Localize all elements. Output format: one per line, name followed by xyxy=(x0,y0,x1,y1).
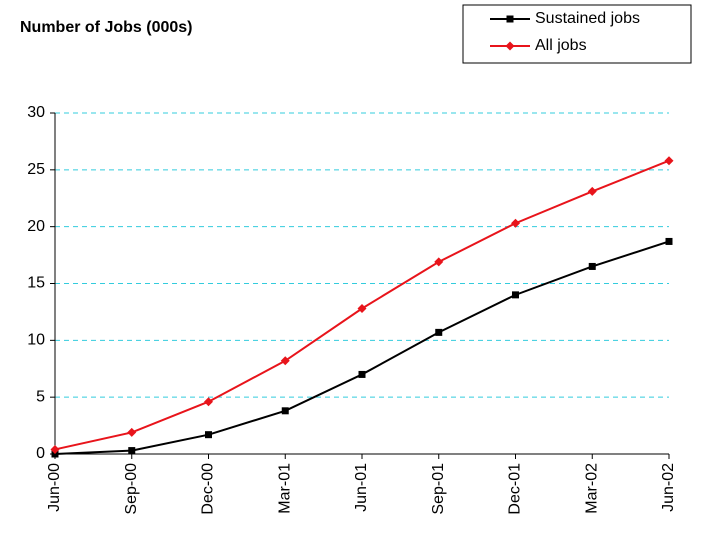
x-tick-label: Sep-01 xyxy=(430,463,447,515)
point-marker xyxy=(127,427,137,437)
point-marker xyxy=(434,257,444,267)
legend-marker xyxy=(505,41,515,51)
point-marker xyxy=(357,304,367,314)
point-marker xyxy=(204,397,213,407)
x-tick-label: Mar-01 xyxy=(276,463,293,514)
point-marker xyxy=(280,356,290,366)
y-tick-label: 5 xyxy=(36,388,45,405)
point-marker xyxy=(128,447,136,455)
point-marker xyxy=(281,407,289,415)
point-marker xyxy=(588,262,596,270)
x-tick-label: Jun-00 xyxy=(46,463,63,512)
x-tick-label: Jun-02 xyxy=(660,463,677,512)
point-marker xyxy=(435,328,443,336)
y-tick-label: 15 xyxy=(27,275,45,292)
y-tick-label: 10 xyxy=(27,332,45,349)
point-marker xyxy=(665,237,673,245)
x-tick-label: Jun-01 xyxy=(353,463,370,512)
y-tick-label: 0 xyxy=(36,445,45,462)
point-marker xyxy=(358,370,366,378)
point-marker xyxy=(50,444,60,454)
x-tick-label: Sep-00 xyxy=(123,463,140,515)
legend-marker xyxy=(506,15,514,23)
x-tick-label: Dec-00 xyxy=(200,463,217,515)
point-marker xyxy=(205,431,212,439)
point-marker xyxy=(51,450,59,458)
point-marker xyxy=(511,218,520,228)
chart-title: Number of Jobs (000s) xyxy=(20,19,192,36)
y-tick-label: 20 xyxy=(27,218,45,235)
y-tick-label: 30 xyxy=(27,104,45,121)
x-tick-label: Mar-02 xyxy=(583,463,600,514)
point-marker xyxy=(664,156,674,166)
legend-label: All jobs xyxy=(535,37,587,54)
legend-box xyxy=(462,4,692,64)
point-marker xyxy=(587,186,597,196)
point-marker xyxy=(512,291,519,299)
series-line xyxy=(54,240,670,455)
y-tick-label: 25 xyxy=(27,161,45,178)
x-tick-label: Dec-01 xyxy=(507,463,524,515)
legend-label: Sustained jobs xyxy=(535,10,640,27)
